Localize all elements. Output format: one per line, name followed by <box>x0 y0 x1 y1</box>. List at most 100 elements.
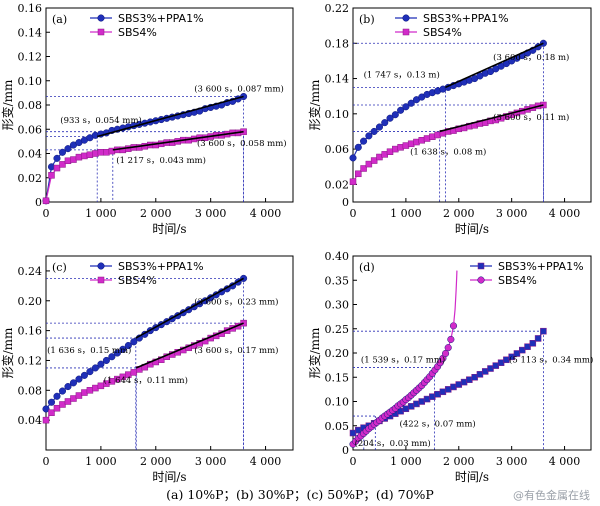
data-point <box>370 157 378 164</box>
data-point <box>69 379 77 387</box>
data-point <box>349 178 357 185</box>
data-point <box>92 150 99 157</box>
figure-caption: (a) 10%P；(b) 30%P；(c) 50%P；(d) 70%P <box>166 487 434 502</box>
x-tick-label: 0 <box>43 207 50 220</box>
data-point <box>53 404 61 412</box>
y-tick-label: 0.06 <box>18 123 43 136</box>
data-point <box>365 160 373 168</box>
data-point <box>108 353 116 361</box>
annotation-label: (1 638 s，0.08 m) <box>410 146 486 157</box>
data-point <box>360 165 367 172</box>
data-point <box>64 383 72 391</box>
x-tick-label: 4 000 <box>549 207 581 220</box>
y-axis-label: 形变/mm <box>0 79 15 130</box>
data-point <box>75 153 83 161</box>
data-point <box>48 172 55 179</box>
x-tick-label: 1 000 <box>85 207 117 220</box>
data-point <box>86 368 94 376</box>
fit-line <box>112 130 244 151</box>
y-tick-label: 0.08 <box>18 384 43 397</box>
fit-line <box>439 104 544 133</box>
x-tick-label: 1 000 <box>390 455 422 468</box>
annotation-label: (1 539 s，0.17 mm) <box>361 355 445 366</box>
x-tick-label: 3 000 <box>195 207 227 220</box>
legend-marker <box>97 28 105 36</box>
watermark: @有色金属在线 <box>513 489 590 502</box>
y-tick-label: 0.25 <box>325 323 350 336</box>
data-point <box>103 149 110 156</box>
data-point <box>86 387 94 394</box>
data-point <box>92 384 99 392</box>
y-tick-label: 0.16 <box>18 325 43 338</box>
x-tick-label: 1 000 <box>85 455 117 468</box>
x-tick-label: 2 000 <box>140 455 172 468</box>
chart-panel-1: 0 1 000 2 000 3 000 4 000 0 0.02 0.04 0.06 0.08 0.… <box>0 2 294 236</box>
legend-label: SBS3%+PPA1% <box>423 12 509 25</box>
data-point <box>370 127 378 136</box>
data-point <box>355 170 362 178</box>
y-axis-label: 形变/mm <box>307 327 322 378</box>
data-point <box>513 350 521 357</box>
x-tick-label: 2 000 <box>140 207 172 220</box>
annotation-label: (204 s，0.03 mm) <box>355 438 431 449</box>
data-point <box>53 392 61 400</box>
x-axis-label: 时间/s <box>455 222 489 236</box>
fit-line <box>97 95 244 138</box>
annotation-label: (3 600 s，0.058 mm) <box>197 138 287 149</box>
y-tick-label: 0.20 <box>18 295 43 308</box>
data-point <box>349 154 357 162</box>
x-tick-label: 3 000 <box>195 455 227 468</box>
y-tick-label: 0.15 <box>325 371 350 384</box>
data-point <box>397 106 405 114</box>
data-point <box>381 119 389 127</box>
data-point <box>81 389 88 396</box>
legend-label: SBS3%+PPA1% <box>118 12 204 25</box>
x-axis-label: 时间/s <box>455 470 489 484</box>
data-point <box>375 123 383 131</box>
data-point <box>124 341 132 350</box>
fit-line <box>135 322 244 369</box>
legend-marker <box>477 262 485 270</box>
data-point <box>70 156 77 163</box>
x-tick-label: 2 000 <box>443 207 475 220</box>
y-tick-label: 0.18 <box>325 37 350 50</box>
data-point <box>75 375 83 383</box>
annotation-label: (1 644 s，0.11 mm) <box>104 375 188 386</box>
legend-label: SBS4% <box>423 26 462 39</box>
data-point <box>48 409 55 416</box>
data-point <box>360 137 368 145</box>
annotation-label: (1 217 s，0.043 mm) <box>116 155 206 166</box>
legend-marker <box>477 276 485 284</box>
data-point <box>391 111 399 119</box>
annotation-label: (1 747 s，0.13 m) <box>364 70 440 81</box>
data-point <box>75 392 83 399</box>
data-point <box>508 353 515 361</box>
legend-marker <box>97 14 105 22</box>
legend-marker <box>402 14 410 22</box>
y-tick-label: 0.12 <box>18 51 43 64</box>
data-point <box>91 364 99 372</box>
chart-panel-3: 0 1 000 2 000 3 000 4 000 0.04 0.08 0.12 0.16 0.2… <box>0 255 294 484</box>
data-point <box>518 346 526 354</box>
legend-marker <box>97 276 105 284</box>
data-point <box>444 344 452 352</box>
y-tick-label: 0.08 <box>18 99 43 112</box>
y-tick-label: 0.10 <box>325 108 350 121</box>
data-point <box>365 132 373 140</box>
annotation-label: (1 636 s，0.15 mm) <box>47 345 131 356</box>
legend-label: SBS4% <box>118 26 157 39</box>
data-point <box>64 398 72 405</box>
data-point <box>113 349 121 357</box>
plot-frame <box>45 7 294 203</box>
data-point <box>97 149 105 156</box>
annotation-label: (933 s，0.054 mm) <box>60 115 142 126</box>
panel-label: (b) <box>359 13 375 26</box>
data-point <box>42 416 50 424</box>
y-axis-label: 形变/mm <box>0 327 15 378</box>
plot-frame <box>352 7 592 203</box>
data-point <box>130 338 138 346</box>
data-point <box>59 161 66 168</box>
y-tick-label: 0.14 <box>18 26 43 39</box>
series-tail-line <box>452 270 458 326</box>
data-point <box>58 387 67 395</box>
